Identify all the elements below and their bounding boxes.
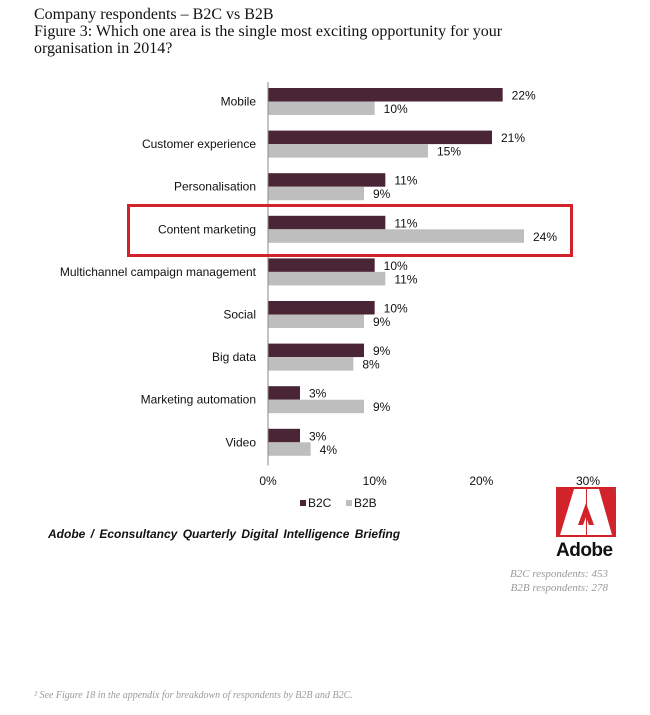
category-label-mobile: Mobile — [221, 95, 257, 109]
data-label-b2c-multichannel-campaign-management: 10% — [384, 259, 408, 273]
b2c-respondents: B2C respondents: 453 — [510, 568, 608, 580]
data-label-b2c-content-marketing: 11% — [394, 216, 417, 230]
bar-b2b-personalisation — [268, 186, 364, 201]
bar-b2b-content-marketing — [268, 229, 524, 243]
category-label-content-marketing: Content marketing — [158, 222, 256, 236]
source-caption: Adobe / Econsultancy Quarterly Digital I… — [48, 527, 401, 541]
bar-b2c-content-marketing — [268, 215, 386, 230]
bar-b2c-marketing-automation — [268, 386, 300, 400]
title-line-1: Company respondents – B2C vs B2B — [34, 6, 274, 23]
bar-b2b-big-data — [268, 357, 354, 371]
content-marketing-highlight-box — [127, 204, 573, 257]
legend-swatch-b2b — [346, 500, 352, 506]
bar-chart: Mobile 22% 10% Customer experience 21% 15% Per… — [60, 82, 600, 510]
data-label-b2b-video: 4% — [320, 443, 338, 457]
category-label-marketing-automation: Marketing automation — [141, 393, 256, 407]
data-label-b2b-big-data: 8% — [362, 358, 380, 372]
category-label-customer-experience: Customer experience — [142, 137, 256, 151]
x-tick-label-0: 0% — [259, 474, 277, 488]
bar-b2b-social — [268, 314, 364, 328]
bar-b2b-customer-experience — [268, 144, 428, 158]
svg-text:®: ® — [613, 488, 616, 495]
title-line-2: Figure 3: Which one area is the single m… — [34, 23, 503, 40]
legend-label-b2b: B2B — [354, 496, 377, 510]
bar-b2c-multichannel-campaign-management — [268, 258, 375, 272]
data-label-b2b-content-marketing: 24% — [533, 230, 557, 244]
bar-b2b-marketing-automation — [268, 399, 364, 414]
x-tick-label-20: 20% — [469, 474, 493, 488]
bar-b2c-big-data — [268, 343, 364, 358]
data-label-b2c-video: 3% — [309, 429, 327, 443]
data-label-b2c-social: 10% — [384, 302, 408, 316]
x-tick-label-10: 10% — [363, 474, 387, 488]
data-label-b2c-marketing-automation: 3% — [309, 387, 327, 401]
bar-b2c-personalisation — [268, 173, 386, 187]
adobe-logo-wordmark: Adobe — [556, 540, 613, 561]
bar-b2b-video — [268, 442, 311, 456]
category-label-big-data: Big data — [212, 350, 256, 364]
title-line-3: organisation in 2014? — [34, 40, 173, 57]
data-label-b2c-customer-experience: 21% — [501, 131, 525, 145]
legend-label-b2c: B2C — [308, 496, 332, 510]
respondent-counts: B2C respondents: 453 B2B respondents: 27… — [510, 567, 608, 595]
data-label-b2b-personalisation: 9% — [373, 187, 391, 201]
category-label-personalisation: Personalisation — [174, 180, 256, 194]
data-label-b2b-social: 9% — [373, 315, 391, 329]
bar-b2b-mobile — [268, 101, 375, 115]
data-label-b2b-multichannel-campaign-management: 11% — [394, 272, 417, 286]
data-label-b2b-mobile: 10% — [384, 102, 408, 116]
data-label-b2c-mobile: 22% — [512, 89, 536, 103]
x-tick-label-30: 30% — [576, 474, 600, 488]
data-label-b2c-personalisation: 11% — [394, 174, 417, 188]
category-label-multichannel-campaign-management: Multichannel campaign management — [60, 265, 257, 279]
bar-b2c-customer-experience — [268, 130, 492, 145]
b2b-respondents: B2B respondents: 278 — [510, 582, 608, 594]
legend-swatch-b2c — [300, 500, 306, 506]
footnote: ² See Figure 18 in the appendix for brea… — [34, 690, 353, 701]
bar-b2c-social — [268, 301, 375, 315]
bar-b2b-multichannel-campaign-management — [268, 271, 386, 286]
data-label-b2b-marketing-automation: 9% — [373, 400, 391, 414]
bar-b2c-video — [268, 428, 300, 443]
data-label-b2b-customer-experience: 15% — [437, 145, 461, 159]
chart-title: Company respondents – B2C vs B2B Figure … — [34, 6, 634, 57]
bar-b2c-mobile — [268, 88, 503, 102]
adobe-logo-icon: ® — [556, 487, 616, 537]
category-label-social: Social — [223, 308, 256, 322]
data-label-b2c-big-data: 9% — [373, 344, 391, 358]
category-label-video: Video — [226, 435, 257, 449]
